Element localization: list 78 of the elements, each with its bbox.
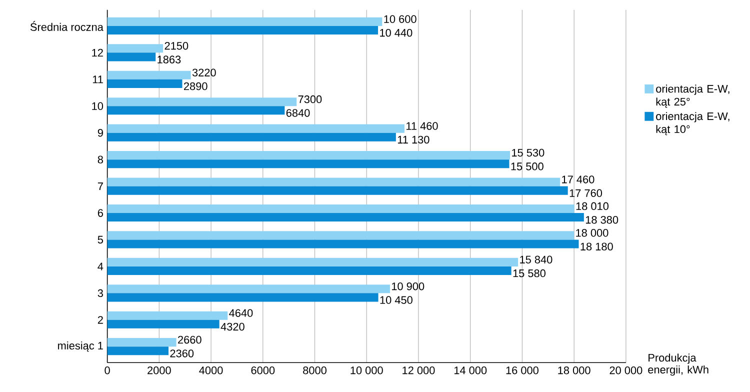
x-tick-label: 2000 <box>148 366 171 374</box>
bar <box>107 106 285 114</box>
y-tick-label: 2 <box>98 316 103 324</box>
y-tick-label: 10 <box>92 102 104 110</box>
bar <box>107 150 510 160</box>
data-label: 2150 <box>164 42 188 50</box>
bar <box>107 212 584 222</box>
bar <box>107 258 518 266</box>
data-label: 15 530 <box>512 148 544 156</box>
data-label: 18 000 <box>576 228 608 237</box>
data-label: 3220 <box>192 68 216 76</box>
data-label: 2660 <box>178 336 202 344</box>
data-label: 10 450 <box>380 296 412 304</box>
bar <box>107 52 156 62</box>
bar <box>107 240 579 248</box>
bar <box>107 97 297 106</box>
data-label: 4640 <box>229 308 253 317</box>
y-tick-label: 5 <box>98 236 104 244</box>
data-label: 10 900 <box>392 282 424 290</box>
data-label: 15 840 <box>520 256 552 264</box>
data-label: 18 010 <box>576 202 608 210</box>
bar <box>107 266 512 275</box>
y-tick-label: miesiąc 1 <box>58 341 103 352</box>
bar <box>107 17 382 26</box>
y-tick-label: 8 <box>98 155 103 164</box>
data-label: 4320 <box>220 322 244 330</box>
bar <box>107 284 390 293</box>
data-label: 17 760 <box>570 189 602 197</box>
data-label: 1863 <box>158 55 181 64</box>
data-label: 11 130 <box>398 136 430 144</box>
y-tick-label: 3 <box>98 289 103 297</box>
bar <box>107 292 378 302</box>
data-label: 11 460 <box>406 122 438 130</box>
y-tick-label: Średnia roczna <box>30 20 104 31</box>
bar <box>107 159 510 168</box>
data-label: 17 460 <box>562 175 594 184</box>
bar <box>107 346 169 355</box>
bar <box>107 338 176 346</box>
data-label: 18 380 <box>586 216 618 224</box>
x-tick-label: 0 <box>104 366 110 374</box>
data-label: 2890 <box>184 82 208 90</box>
x-tick-label: 18 000 <box>558 366 590 374</box>
x-tick-label: 20 000 <box>610 366 642 374</box>
bar <box>107 44 164 52</box>
x-tick-label: 4000 <box>199 366 223 374</box>
legend-label: orientacja E-W, kąt 10° <box>656 112 730 135</box>
data-label: 15 580 <box>513 269 546 277</box>
x-tick-label: 10 000 <box>350 366 383 374</box>
data-label: 10 600 <box>384 15 416 23</box>
x-tick-label: 14 000 <box>454 366 487 374</box>
data-label: 18 180 <box>580 242 613 250</box>
bar <box>107 204 574 213</box>
data-label: 7300 <box>298 95 322 103</box>
data-label: 6840 <box>286 108 310 117</box>
y-tick-label: 11 <box>92 75 103 83</box>
bar <box>107 124 404 133</box>
data-label: 10 440 <box>380 28 412 36</box>
y-tick-label: 12 <box>92 48 103 56</box>
x-tick-label: 6000 <box>251 366 275 374</box>
x-tick-label: 16 000 <box>506 366 538 374</box>
bar <box>107 70 191 80</box>
bar <box>107 178 560 186</box>
bar <box>107 186 568 195</box>
y-tick-label: 9 <box>98 128 103 136</box>
y-tick-label: 7 <box>98 182 103 190</box>
data-label: 15 500 <box>511 162 544 170</box>
bar <box>107 132 396 142</box>
y-tick-label: 6 <box>98 208 103 217</box>
y-tick-label: 4 <box>98 262 104 270</box>
bar <box>107 311 228 320</box>
x-axis-title: Produkcja energii, kWh <box>648 353 708 376</box>
x-tick-label: 12 000 <box>402 366 435 374</box>
x-tick-label: 8000 <box>303 366 326 374</box>
bar <box>107 26 378 34</box>
bar <box>107 79 182 88</box>
bar <box>107 230 574 240</box>
data-label: 2360 <box>170 349 194 358</box>
bar <box>107 320 220 328</box>
